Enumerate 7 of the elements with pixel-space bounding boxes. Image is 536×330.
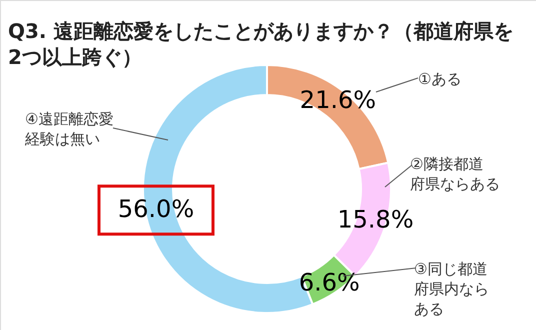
- chart-title: Q3. 遠距離恋愛をしたことがありますか？（都道府県を 2つ以上跨ぐ）: [8, 19, 514, 69]
- data-label: 56.0%: [118, 195, 194, 224]
- slice-label: ①ある: [418, 70, 462, 88]
- data-label: 15.8%: [337, 206, 414, 234]
- slice-label: ②隣接都道府県ならある: [410, 155, 500, 193]
- slice-label: ④遠距離恋愛経験は無い: [24, 110, 114, 148]
- slice-label: ③同じ都道府県内ならある: [414, 260, 489, 318]
